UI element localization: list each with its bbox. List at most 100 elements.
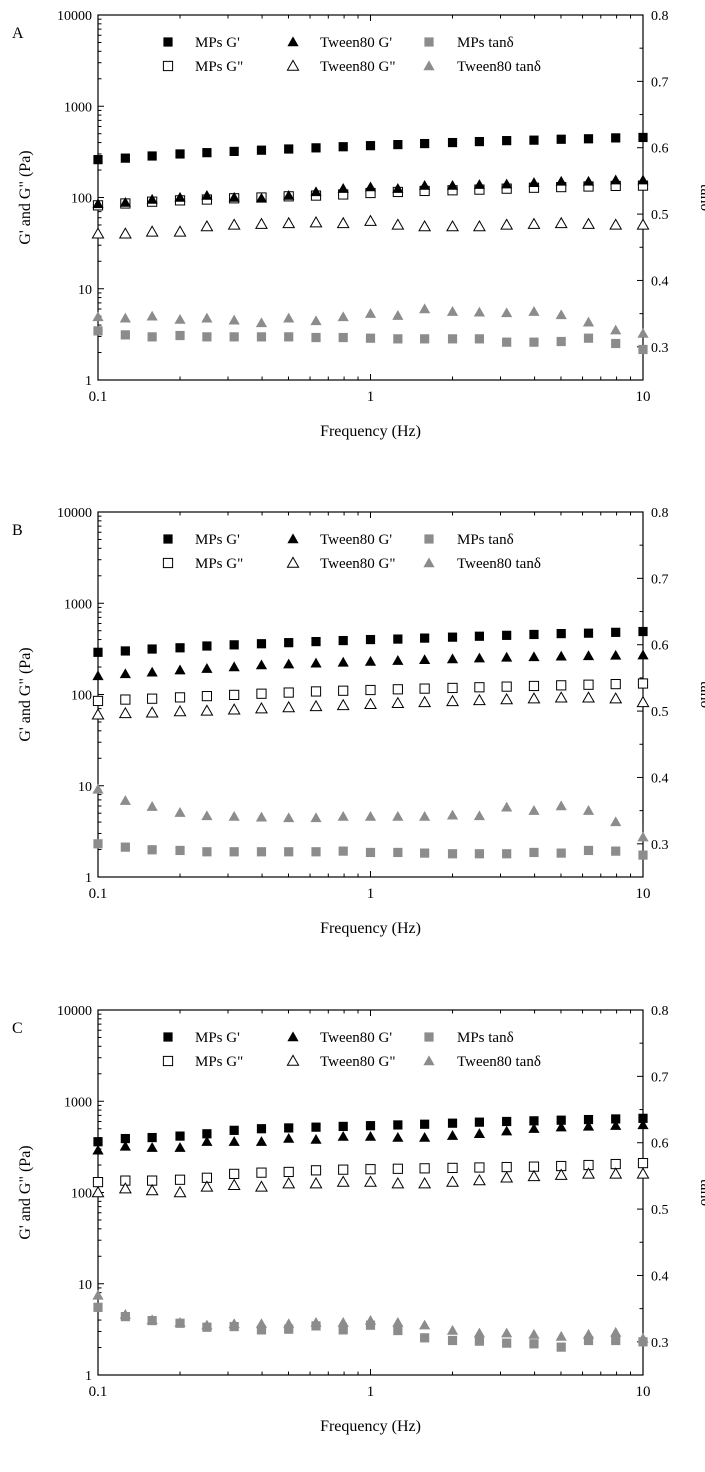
data-point (583, 1114, 594, 1125)
data-point (365, 1164, 376, 1175)
panel-label: B (12, 522, 23, 539)
legend-item: Tween80 G" (286, 1054, 395, 1070)
data-point (392, 183, 404, 193)
data-point (529, 629, 539, 640)
legend-marker (287, 1031, 299, 1042)
data-point (609, 692, 623, 704)
data-point (392, 811, 404, 821)
data-point (120, 694, 131, 705)
legend-label: Tween80 G' (320, 532, 392, 548)
data-point (447, 1118, 458, 1128)
data-point (364, 214, 377, 226)
data-point (310, 1316, 322, 1327)
data-point (582, 316, 595, 327)
data-point (256, 1325, 267, 1335)
data-point (610, 679, 621, 690)
data-point (501, 1327, 513, 1338)
series-3 (91, 214, 650, 239)
x-tick-label: 10 (636, 389, 651, 405)
data-point (638, 626, 648, 637)
data-point (337, 1130, 349, 1141)
data-point (446, 1175, 459, 1187)
data-point (174, 191, 186, 202)
data-point (418, 1177, 432, 1189)
data-point (283, 658, 295, 669)
data-point (501, 1125, 513, 1136)
data-point (555, 175, 567, 186)
data-point (229, 1125, 239, 1135)
y-right-tick-label: 0.4 (651, 771, 669, 786)
data-point (392, 1316, 404, 1327)
data-point (364, 697, 377, 710)
data-point (610, 1326, 622, 1337)
legend-label: MPs G' (195, 532, 240, 548)
data-point (610, 324, 622, 335)
data-point (420, 848, 430, 858)
data-point (637, 1332, 649, 1343)
data-point (472, 693, 486, 706)
data-point (228, 811, 240, 821)
data-point (529, 1339, 539, 1349)
data-point (391, 696, 405, 709)
data-point (256, 688, 267, 699)
data-point (92, 198, 104, 209)
y-right-tick-label: 0.3 (651, 341, 669, 356)
data-point (338, 1164, 349, 1175)
x-tick-label: 10 (636, 886, 651, 902)
data-point (446, 219, 459, 232)
data-point (500, 692, 514, 705)
data-point (529, 135, 539, 145)
y-left-axis-label: G' and G" (Pa) (17, 647, 34, 741)
legend-item: MPs G" (162, 556, 243, 572)
y-left-tick-label: 10 (78, 283, 92, 298)
y-right-axis-label: tanδ (697, 1179, 705, 1206)
data-point (556, 628, 566, 639)
data-point (202, 847, 212, 857)
data-point (555, 309, 567, 320)
data-point (364, 181, 377, 192)
legend-label: MPs tanδ (457, 532, 514, 548)
legend-label: MPs G' (195, 1030, 240, 1046)
data-point (611, 338, 621, 349)
data-point (609, 218, 623, 230)
data-point (174, 1142, 186, 1152)
x-tick-label: 0.1 (89, 886, 108, 902)
data-point (201, 1136, 213, 1146)
data-point (201, 1319, 213, 1330)
data-point (638, 850, 648, 860)
data-point (365, 333, 376, 343)
data-point (91, 227, 105, 239)
data-point (175, 330, 185, 341)
data-point (174, 807, 186, 817)
data-point (284, 144, 294, 154)
data-point (529, 337, 539, 347)
data-point (528, 680, 540, 692)
legend-label: Tween80 G" (320, 1054, 395, 1070)
data-point (310, 657, 322, 668)
data-point (365, 1121, 376, 1131)
data-point (502, 136, 512, 146)
legend-label: MPs G" (195, 1054, 243, 1070)
legend-marker (287, 36, 299, 47)
data-point (474, 136, 485, 147)
data-point (255, 217, 268, 229)
data-point (201, 663, 213, 673)
data-point (610, 1120, 622, 1130)
data-point (284, 1324, 294, 1334)
series-2 (92, 174, 649, 209)
data-point (447, 334, 458, 344)
data-point (420, 1119, 430, 1129)
data-point (200, 704, 214, 716)
data-point (447, 849, 458, 859)
data-point (446, 653, 459, 664)
y-left-tick-label: 10000 (57, 1004, 92, 1019)
data-point (229, 640, 239, 650)
legend-marker (287, 533, 299, 544)
data-point (447, 1335, 458, 1346)
data-point (283, 312, 295, 323)
data-point (229, 847, 239, 857)
data-point (311, 847, 321, 857)
data-point (174, 1174, 186, 1185)
